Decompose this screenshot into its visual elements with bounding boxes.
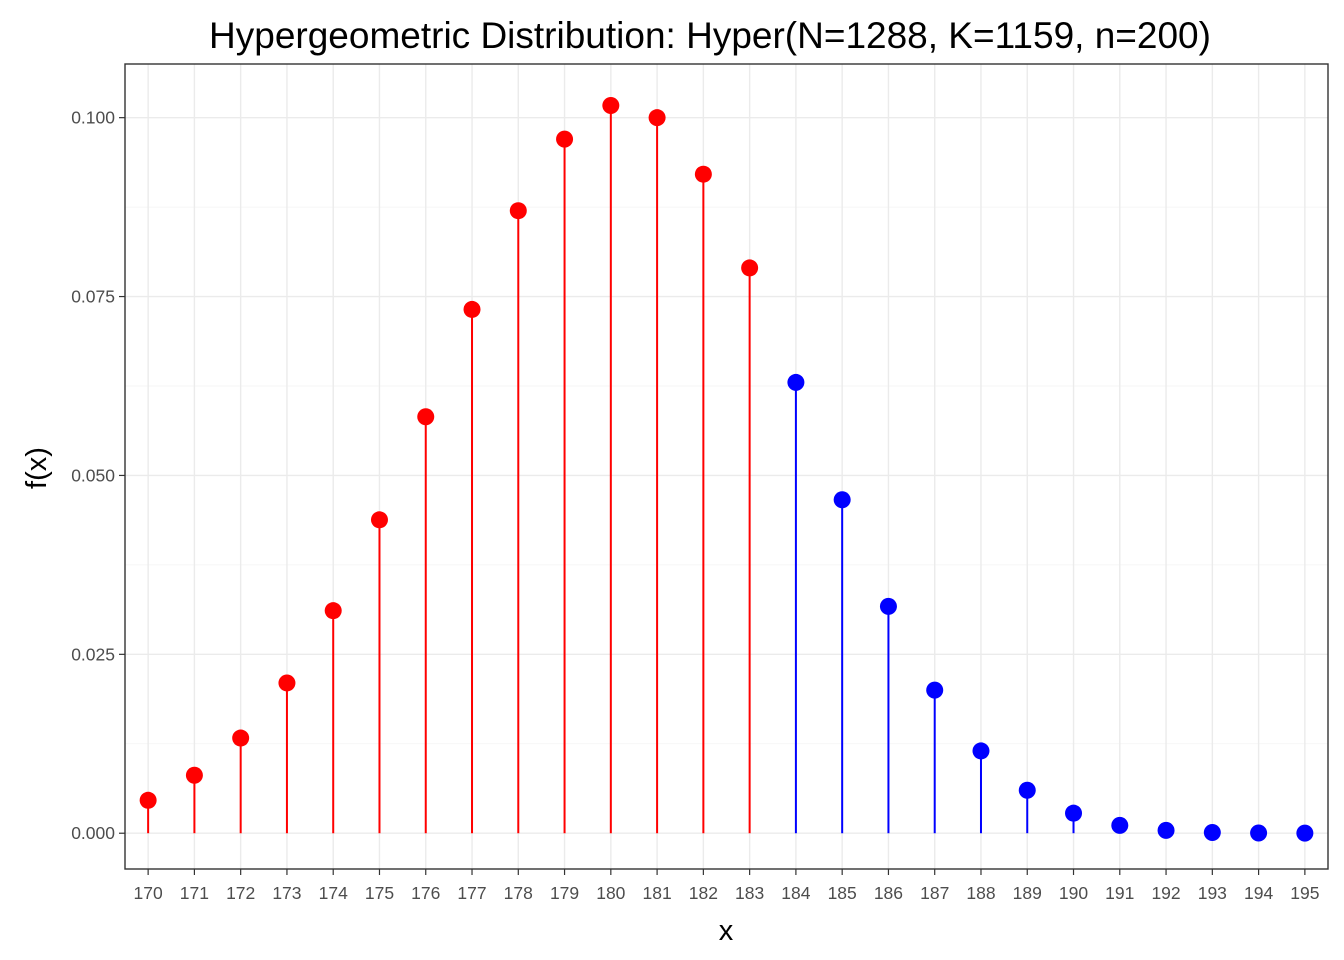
data-point	[509, 202, 527, 220]
data-point	[926, 681, 944, 699]
data-point	[879, 597, 897, 615]
x-tick-label: 171	[180, 883, 209, 903]
x-tick-label: 181	[642, 883, 671, 903]
x-tick-label: 189	[1013, 883, 1042, 903]
data-point	[185, 766, 203, 784]
data-point	[833, 491, 851, 509]
data-point	[741, 259, 759, 277]
x-tick-label: 195	[1290, 883, 1319, 903]
data-point	[232, 729, 250, 747]
x-tick-label: 173	[272, 883, 301, 903]
y-tick-label: 0.100	[71, 108, 115, 128]
data-point	[139, 791, 157, 809]
x-tick-label: 170	[134, 883, 163, 903]
y-tick-label: 0.050	[71, 465, 115, 485]
x-tick-label: 180	[596, 883, 625, 903]
data-point	[602, 97, 620, 115]
x-tick-label: 192	[1151, 883, 1180, 903]
x-tick-label: 191	[1105, 883, 1134, 903]
x-tick-label: 176	[411, 883, 440, 903]
data-point	[1018, 781, 1036, 799]
data-point	[370, 511, 388, 529]
data-point	[463, 300, 481, 318]
y-tick-label: 0.075	[71, 287, 115, 307]
x-tick-label: 178	[504, 883, 533, 903]
x-tick-label: 182	[689, 883, 718, 903]
x-tick-label: 172	[226, 883, 255, 903]
data-point	[556, 130, 574, 148]
x-axis: 170 171 172 173 174 175 176 177 178 179 180 181 182 1…	[134, 869, 1319, 903]
x-tick-label: 174	[319, 883, 348, 903]
x-tick-label: 183	[735, 883, 764, 903]
y-tick-label: 0.025	[71, 644, 115, 664]
x-tick-label: 194	[1244, 883, 1273, 903]
x-tick-label: 190	[1059, 883, 1088, 903]
y-axis-title: f(x)	[21, 447, 53, 489]
x-tick-label: 188	[966, 883, 995, 903]
data-point	[1157, 821, 1175, 839]
x-tick-label: 175	[365, 883, 394, 903]
data-point	[694, 165, 712, 183]
grid-lines	[125, 64, 1328, 869]
data-point	[417, 408, 435, 426]
x-tick-label: 186	[874, 883, 903, 903]
data-point	[1203, 824, 1221, 842]
data-point	[278, 674, 296, 692]
panel-border	[124, 63, 1329, 870]
data-point	[1065, 804, 1083, 822]
x-tick-label: 187	[920, 883, 949, 903]
data-point	[648, 109, 666, 127]
plot-panel	[124, 63, 1329, 870]
data-point	[324, 602, 342, 620]
data-point	[972, 742, 990, 760]
x-tick-label: 185	[828, 883, 857, 903]
data-points	[139, 97, 1314, 842]
data-point	[787, 373, 805, 391]
chart-title: Hypergeometric Distribution: Hyper(N=128…	[209, 15, 1211, 56]
x-tick-label: 193	[1198, 883, 1227, 903]
y-tick-label: 0.000	[71, 823, 115, 843]
x-tick-label: 177	[457, 883, 486, 903]
x-axis-title: x	[719, 915, 734, 947]
data-point	[1296, 824, 1314, 842]
x-tick-label: 179	[550, 883, 579, 903]
data-point	[1250, 824, 1268, 842]
stem-lines	[147, 105, 1306, 834]
x-tick-label: 184	[781, 883, 810, 903]
data-point	[1111, 816, 1129, 834]
y-axis: 0.000 0.025 0.050 0.075 0.100	[71, 108, 125, 843]
